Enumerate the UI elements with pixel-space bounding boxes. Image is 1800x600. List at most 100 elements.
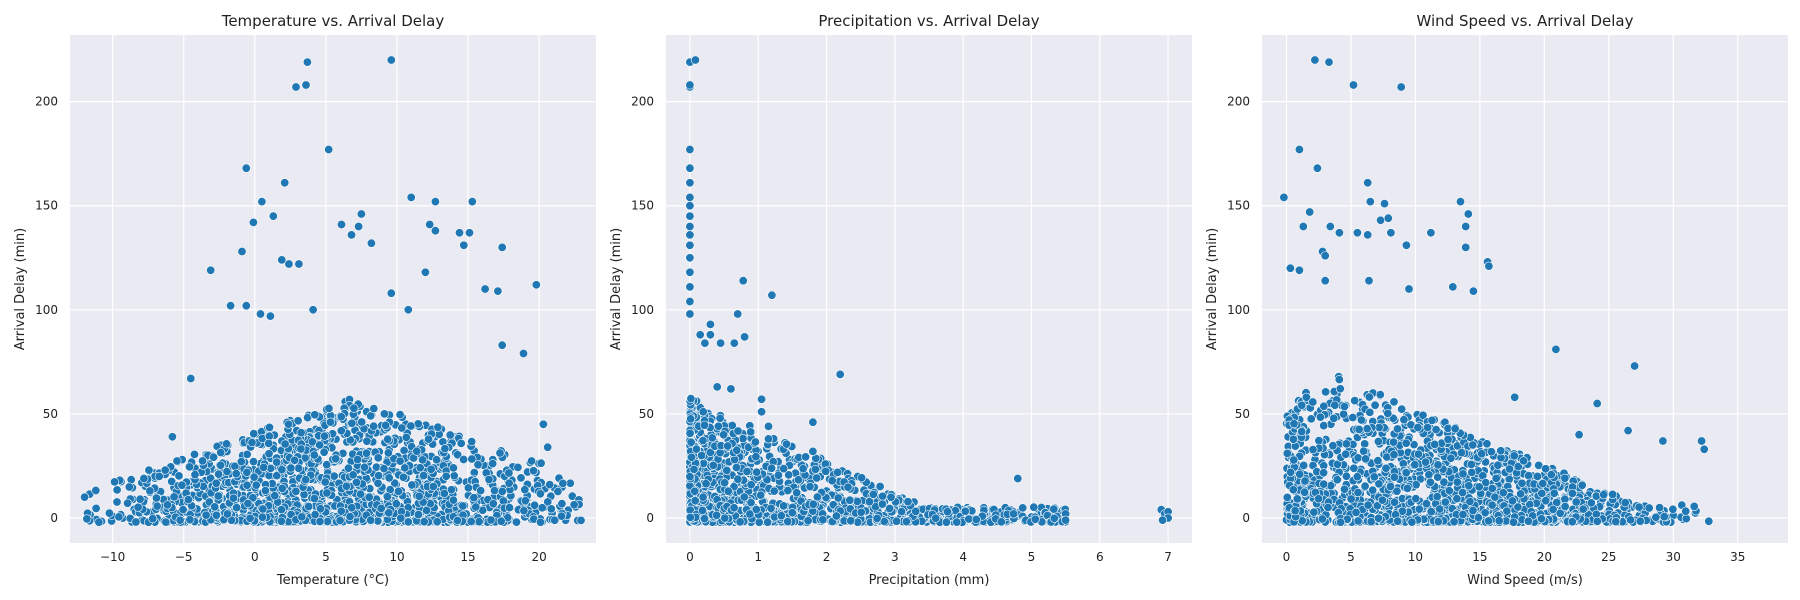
temperature-point [458, 501, 468, 511]
temperature-point [504, 478, 514, 488]
wind-speed-point [1538, 478, 1548, 488]
temperature-point [213, 491, 223, 501]
temperature-point [336, 412, 346, 422]
wind-speed-point [1651, 512, 1661, 522]
precipitation-point [805, 482, 815, 492]
temperature-point [304, 501, 314, 511]
temperature-point [133, 502, 143, 512]
wind-speed-point [1449, 517, 1459, 527]
precipitation-y-tick-label: 100 [631, 303, 654, 317]
wind-speed-point [1644, 503, 1654, 513]
temperature-point [255, 309, 265, 319]
wind-speed-point [1477, 449, 1487, 459]
temperature-point [484, 474, 494, 484]
temperature-x-tick-label: −5 [175, 550, 193, 564]
precipitation-point [751, 504, 761, 514]
precipitation-point [699, 514, 709, 524]
wind-speed-point [1314, 494, 1324, 504]
wind-speed-point [1681, 506, 1691, 516]
precipitation-y-tick-label: 50 [639, 407, 654, 421]
wind-speed-point [1295, 469, 1305, 479]
precipitation-point [685, 230, 695, 240]
precipitation-point [685, 163, 695, 173]
wind-speed-point [1334, 374, 1344, 384]
temperature-point [270, 491, 280, 501]
precipitation-point [700, 338, 710, 348]
temperature-point [386, 55, 396, 65]
wind-speed-point [1577, 480, 1587, 490]
wind-speed-point [1354, 424, 1364, 434]
temperature-point [422, 505, 432, 515]
precipitation-point [779, 464, 789, 474]
temperature-point [576, 515, 586, 525]
wind-speed-point [1386, 481, 1396, 491]
wind-speed-point [1493, 460, 1503, 470]
temperature-point [185, 515, 195, 525]
precipitation-point [931, 513, 941, 523]
precipitation-point [740, 332, 750, 342]
wind-speed-point [1413, 422, 1423, 432]
precipitation-point [808, 446, 818, 456]
wind-speed-point [1389, 397, 1399, 407]
precipitation-point [808, 417, 818, 427]
wind-speed-point [1300, 487, 1310, 497]
temperature-point [545, 480, 555, 490]
temperature-point [251, 480, 261, 490]
precipitation-y-tick-label: 200 [631, 95, 654, 109]
wind-speed-point [1299, 460, 1309, 470]
precipitation-point [808, 499, 818, 509]
temperature-x-tick-label: −10 [100, 550, 125, 564]
wind-speed-point [1352, 228, 1362, 238]
temperature-point [504, 503, 514, 513]
precipitation-point [733, 474, 743, 484]
temperature-point [396, 513, 406, 523]
wind-speed-point [1305, 207, 1315, 217]
precipitation-y-axis-label: Arrival Delay (min) [609, 228, 624, 350]
temperature-point [543, 442, 553, 452]
wind-speed-point [1496, 446, 1506, 456]
temperature-point [110, 477, 120, 487]
wind-speed-point [1335, 384, 1345, 394]
precipitation-point [685, 201, 695, 211]
temperature-point [488, 459, 498, 469]
wind-speed-point [1410, 460, 1420, 470]
wind-speed-point [1509, 451, 1519, 461]
precipitation-point [964, 514, 974, 524]
temperature-point [309, 450, 319, 460]
precipitation-point [738, 276, 748, 286]
wind-speed-point [1655, 503, 1665, 513]
precipitation-y-tick-label: 0 [646, 511, 654, 525]
temperature-point [463, 483, 473, 493]
temperature-y-tick-label: 150 [35, 199, 58, 213]
wind-speed-point [1443, 434, 1453, 444]
wind-speed-point [1359, 446, 1369, 456]
temperature-point [452, 515, 462, 525]
precipitation-point [685, 145, 695, 155]
temperature-point [309, 493, 319, 503]
precipitation-point [878, 491, 888, 501]
wind-speed-point [1560, 473, 1570, 483]
temperature-point [527, 456, 537, 466]
precipitation-point [960, 506, 970, 516]
wind-speed-point [1541, 496, 1551, 506]
wind-speed-point [1401, 468, 1411, 478]
wind-speed-point [1473, 513, 1483, 523]
precipitation-point [769, 486, 779, 496]
temperature-point [301, 475, 311, 485]
temperature-point [538, 419, 548, 429]
temperature-point [139, 473, 149, 483]
wind-speed-point [1397, 404, 1407, 414]
wind-speed-point [1533, 471, 1543, 481]
wind-speed-point [1498, 488, 1508, 498]
precipitation-point [1030, 514, 1040, 524]
temperature-point [135, 494, 145, 504]
temperature-point [424, 434, 434, 444]
precipitation-point [763, 421, 773, 431]
wind-speed-point [1364, 392, 1374, 402]
wind-speed-point [1282, 492, 1292, 502]
precipitation-point [845, 495, 855, 505]
wind-speed-point [1452, 494, 1462, 504]
wind-speed-point [1365, 197, 1375, 207]
